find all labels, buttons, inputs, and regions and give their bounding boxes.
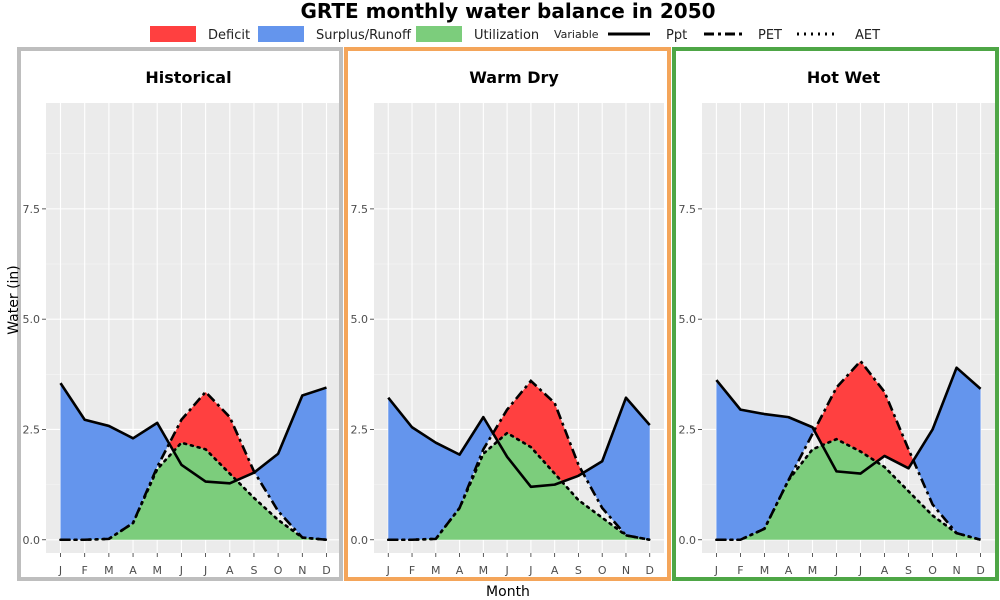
y-tick-label-2-1: 2.5 <box>679 423 697 436</box>
x-tick-label-2-3: A <box>785 564 793 577</box>
legend-swatch-2 <box>416 26 462 42</box>
utilization-area-0 <box>60 442 327 540</box>
utilization-area-2 <box>716 439 981 540</box>
x-tick-label-0-5: J <box>179 564 183 577</box>
x-tick-label-1-3: A <box>456 564 464 577</box>
x-tick-label-2-2: M <box>760 564 770 577</box>
surplus-area-0 <box>60 383 327 540</box>
y-tick-label-0-0: 0.0 <box>23 534 41 547</box>
x-tick-label-0-8: S <box>250 564 257 577</box>
legend-swatch-0 <box>150 26 196 42</box>
panel-border-0 <box>17 47 343 581</box>
x-tick-label-0-9: O <box>274 564 283 577</box>
legend-variable-title: Variable <box>554 28 599 41</box>
panel-0: 0.0 2.5 5.0 7.5 J F M A M J J A S O N D Historical <box>17 47 343 581</box>
panel-2: 0.0 2.5 5.0 7.5 J F M A M J J A S O N D Hot Wet <box>672 47 999 581</box>
panel-title-1: Warm Dry <box>469 68 559 87</box>
x-tick-label-0-2: M <box>104 564 114 577</box>
pet-line-0 <box>60 390 327 542</box>
x-tick-label-1-1: F <box>409 564 415 577</box>
legend-label-1: Surplus/Runoff <box>316 28 412 43</box>
x-tick-label-2-1: F <box>737 564 743 577</box>
panel-border-1 <box>344 47 671 581</box>
x-axis-title: Month <box>486 584 530 600</box>
surplus-area-1 <box>388 397 650 540</box>
y-tick-label-1-0: 0.0 <box>351 534 369 547</box>
y-tick-label-2-2: 5.0 <box>679 313 697 326</box>
aet-line-2 <box>715 437 982 542</box>
x-tick-label-1-7: A <box>551 564 559 577</box>
x-tick-label-0-4: M <box>152 564 162 577</box>
y-axis-title: Water (in) <box>6 265 22 335</box>
x-tick-label-2-8: S <box>905 564 912 577</box>
y-tick-label-1-3: 7.5 <box>351 203 369 216</box>
y-tick-label-0-1: 2.5 <box>23 423 41 436</box>
y-tick-label-1-1: 2.5 <box>351 423 369 436</box>
x-tick-label-0-1: F <box>82 564 88 577</box>
x-tick-label-0-0: J <box>58 564 62 577</box>
deficit-area-0 <box>60 391 327 540</box>
x-tick-label-0-6: J <box>203 564 207 577</box>
x-tick-label-2-10: N <box>952 564 960 577</box>
panels: 0.0 2.5 5.0 7.5 J F M A M J J A S O N D Historical 0.0 2.5… <box>17 47 999 581</box>
x-tick-label-1-6: J <box>528 564 532 577</box>
surplus-area-2 <box>716 367 981 540</box>
x-tick-label-1-9: O <box>598 564 607 577</box>
x-tick-label-1-0: J <box>386 564 390 577</box>
x-tick-label-1-2: M <box>431 564 441 577</box>
deficit-area-2 <box>716 361 981 540</box>
y-tick-label-0-2: 5.0 <box>23 313 41 326</box>
x-tick-label-0-10: N <box>298 564 306 577</box>
x-tick-label-2-4: M <box>808 564 818 577</box>
y-tick-label-1-2: 5.0 <box>351 313 369 326</box>
utilization-area-1 <box>388 433 650 540</box>
y-tick-label-2-3: 7.5 <box>679 203 697 216</box>
x-tick-label-0-3: A <box>129 564 137 577</box>
pet-line-2 <box>716 359 981 542</box>
panel-title-0: Historical <box>145 68 231 87</box>
ppt-line-0 <box>59 382 327 485</box>
legend-line-label-1: PET <box>758 28 782 43</box>
legend-swatch-1 <box>258 26 304 42</box>
x-tick-label-2-6: J <box>858 564 862 577</box>
y-tick-label-0-3: 7.5 <box>23 203 41 216</box>
x-tick-label-2-5: J <box>834 564 838 577</box>
x-tick-label-2-7: A <box>881 564 889 577</box>
x-tick-label-0-11: D <box>322 564 330 577</box>
x-tick-label-1-4: M <box>479 564 489 577</box>
y-tick-label-2-0: 0.0 <box>679 534 697 547</box>
x-tick-label-0-7: A <box>226 564 234 577</box>
ppt-line-2 <box>715 366 982 475</box>
x-tick-label-1-8: S <box>575 564 582 577</box>
ppt-line-1 <box>387 396 651 489</box>
x-tick-label-2-11: D <box>976 564 984 577</box>
deficit-area-1 <box>388 380 650 540</box>
x-tick-label-2-9: O <box>928 564 937 577</box>
panel-1: 0.0 2.5 5.0 7.5 J F M A M J J A S O N D Warm Dry <box>344 47 671 581</box>
legend-label-2: Utilization <box>474 28 539 43</box>
pet-line-1 <box>388 379 650 542</box>
x-tick-label-1-5: J <box>504 564 508 577</box>
legend-label-0: Deficit <box>208 28 250 43</box>
legend: Deficit Surplus/Runoff Utilization Variable… <box>150 26 880 43</box>
panel-title-2: Hot Wet <box>807 68 881 87</box>
x-tick-label-2-0: J <box>714 564 718 577</box>
chart-title: GRTE monthly water balance in 2050 <box>300 0 715 23</box>
x-tick-label-1-11: D <box>645 564 653 577</box>
legend-line-label-2: AET <box>855 28 880 43</box>
panel-border-2 <box>672 47 999 581</box>
x-tick-label-1-10: N <box>622 564 630 577</box>
legend-line-label-0: Ppt <box>666 28 687 43</box>
